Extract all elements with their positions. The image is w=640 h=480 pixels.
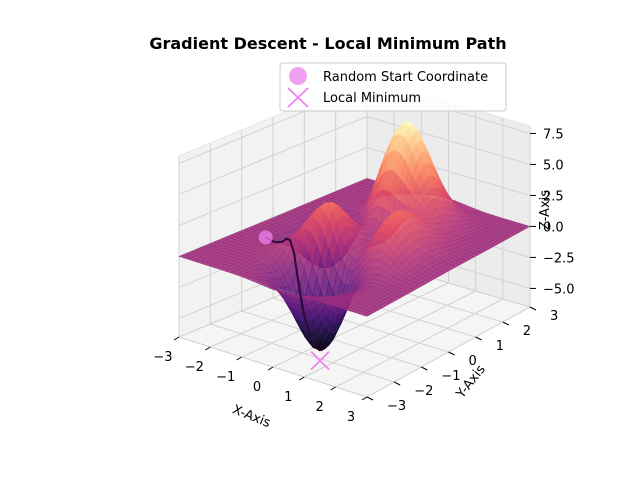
x-axis-label: X-Axis bbox=[230, 402, 273, 431]
minimum-dot bbox=[316, 342, 325, 351]
x-tick bbox=[236, 356, 242, 361]
z-tick-label: 0.0 bbox=[543, 220, 564, 235]
grid-line-z bbox=[178, 115, 368, 195]
y-tick-label: −2 bbox=[414, 384, 433, 399]
surface-patch bbox=[362, 312, 372, 317]
z-tick-label: 7.5 bbox=[543, 127, 564, 142]
legend-minimum-marker bbox=[287, 87, 309, 108]
x-tick-label: −2 bbox=[185, 360, 204, 375]
x-tick-label: 2 bbox=[316, 400, 324, 415]
x-tick bbox=[267, 366, 274, 371]
x-tick-label: −1 bbox=[216, 370, 235, 385]
y-tick-label: 2 bbox=[523, 324, 531, 339]
y-tick bbox=[475, 336, 482, 341]
x-tick bbox=[173, 336, 180, 341]
legend-label-start: Random Start Coordinate bbox=[323, 70, 488, 85]
chart-title: Gradient Descent - Local Minimum Path bbox=[149, 34, 506, 53]
y-tick bbox=[448, 351, 455, 356]
y-tick bbox=[393, 381, 401, 386]
surface-plot bbox=[178, 121, 531, 352]
x-tick bbox=[299, 376, 305, 381]
grid-line-z bbox=[178, 146, 368, 226]
start-point-marker bbox=[258, 230, 273, 245]
y-tick bbox=[502, 321, 510, 326]
legend-label-minimum: Local Minimum bbox=[323, 91, 421, 106]
y-tick-label: 1 bbox=[496, 339, 504, 354]
x-tick-label: 1 bbox=[284, 390, 292, 405]
grid-line-z bbox=[366, 115, 531, 165]
gradient-path bbox=[258, 230, 330, 371]
x-tick bbox=[205, 346, 211, 351]
x-tick-label: 0 bbox=[253, 380, 261, 395]
legend-frame bbox=[279, 62, 507, 112]
z-tick-label: −2.5 bbox=[543, 251, 575, 266]
axis-ticks: −3 −2 −1 0 1 2 3 −3 −2 −1 0 1 2 3 −5.0 −2.5 0.0 2.5 5.0 7.5 bbox=[153, 127, 574, 425]
legend-start-marker bbox=[289, 67, 307, 85]
y-tick-label: −1 bbox=[441, 369, 460, 384]
z-tick-label: 2.5 bbox=[543, 189, 564, 204]
grid-line-y bbox=[210, 323, 395, 383]
y-tick-label: 3 bbox=[550, 309, 558, 324]
y-tick bbox=[421, 366, 428, 371]
z-axis-label: Z-Axis bbox=[538, 190, 553, 230]
y-tick-label: −3 bbox=[387, 399, 406, 414]
x-tick bbox=[330, 386, 336, 391]
x-tick-label: −3 bbox=[153, 350, 172, 365]
x-tick bbox=[361, 396, 368, 401]
z-tick-label: 5.0 bbox=[543, 158, 564, 173]
descent-path-line bbox=[265, 236, 321, 352]
y-tick bbox=[529, 306, 537, 311]
y-tick-label: 0 bbox=[469, 354, 477, 369]
x-tick-label: 3 bbox=[347, 410, 355, 425]
z-tick-label: −5.0 bbox=[543, 282, 575, 297]
y-tick bbox=[366, 396, 374, 401]
local-minimum-marker bbox=[310, 351, 330, 371]
legend: Random Start Coordinate Local Minimum bbox=[279, 62, 507, 112]
